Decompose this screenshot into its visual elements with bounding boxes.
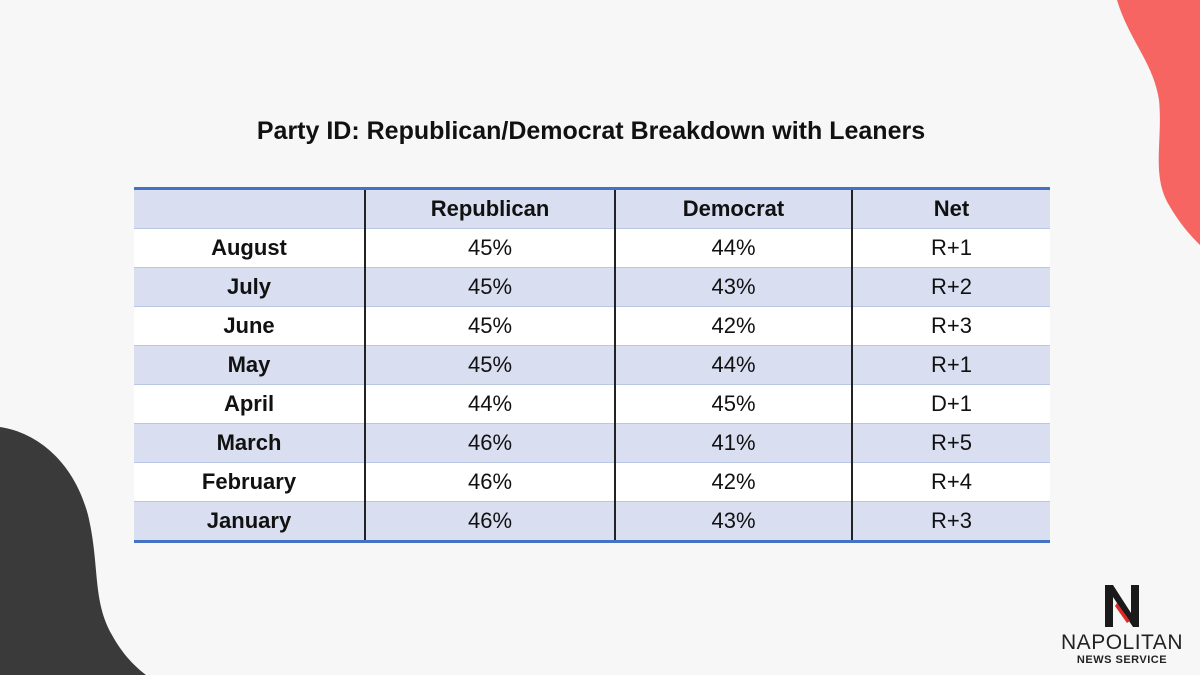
decorative-dark-blob <box>0 427 146 675</box>
net-cell: R+1 <box>851 228 1050 268</box>
header-democrat: Democrat <box>614 188 852 229</box>
net-cell: D+1 <box>851 384 1050 424</box>
republican-cell: 45% <box>364 345 615 385</box>
democrat-cell: 42% <box>614 306 852 346</box>
democrat-cell: 44% <box>614 345 852 385</box>
table-row: February 46% 42% R+4 <box>134 462 1050 502</box>
table-row: April 44% 45% D+1 <box>134 384 1050 424</box>
net-cell: R+2 <box>851 267 1050 307</box>
table-row: June 45% 42% R+3 <box>134 306 1050 346</box>
month-cell: January <box>134 501 365 542</box>
net-cell: R+3 <box>851 306 1050 346</box>
democrat-cell: 43% <box>614 267 852 307</box>
table-row: July 45% 43% R+2 <box>134 267 1050 307</box>
month-cell: June <box>134 306 365 346</box>
month-cell: March <box>134 423 365 463</box>
democrat-cell: 42% <box>614 462 852 502</box>
republican-cell: 44% <box>364 384 615 424</box>
red-blob-shape <box>1117 0 1200 245</box>
month-cell: July <box>134 267 365 307</box>
democrat-cell: 43% <box>614 501 852 542</box>
republican-cell: 46% <box>364 423 615 463</box>
republican-cell: 46% <box>364 462 615 502</box>
net-cell: R+4 <box>851 462 1050 502</box>
napolitan-logo: NAPOLITAN NEWS SERVICE <box>1048 583 1196 667</box>
republican-cell: 45% <box>364 228 615 268</box>
republican-cell: 45% <box>364 306 615 346</box>
table-row: May 45% 44% R+1 <box>134 345 1050 385</box>
month-cell: May <box>134 345 365 385</box>
napolitan-n-icon <box>1105 585 1139 627</box>
net-cell: R+5 <box>851 423 1050 463</box>
month-cell: April <box>134 384 365 424</box>
header-republican: Republican <box>364 188 615 229</box>
logo-name: NAPOLITAN <box>1061 631 1183 654</box>
chart-title: Party ID: Republican/Democrat Breakdown … <box>256 117 926 145</box>
month-cell: February <box>134 462 365 502</box>
dark-blob-shape <box>0 427 146 675</box>
table-row: March 46% 41% R+5 <box>134 423 1050 463</box>
table-header-row: Republican Democrat Net <box>134 188 1050 229</box>
table-row: August 45% 44% R+1 <box>134 228 1050 268</box>
header-net: Net <box>851 188 1050 229</box>
democrat-cell: 41% <box>614 423 852 463</box>
democrat-cell: 44% <box>614 228 852 268</box>
democrat-cell: 45% <box>614 384 852 424</box>
republican-cell: 45% <box>364 267 615 307</box>
republican-cell: 46% <box>364 501 615 542</box>
month-cell: August <box>134 228 365 268</box>
logo-subtitle: NEWS SERVICE <box>1076 654 1168 666</box>
decorative-red-blob <box>1117 0 1200 245</box>
party-id-table: Republican Democrat Net August 45% 44% R… <box>134 187 1050 543</box>
header-month <box>134 188 365 229</box>
net-cell: R+3 <box>851 501 1050 542</box>
net-cell: R+1 <box>851 345 1050 385</box>
table-row: January 46% 43% R+3 <box>134 501 1050 542</box>
